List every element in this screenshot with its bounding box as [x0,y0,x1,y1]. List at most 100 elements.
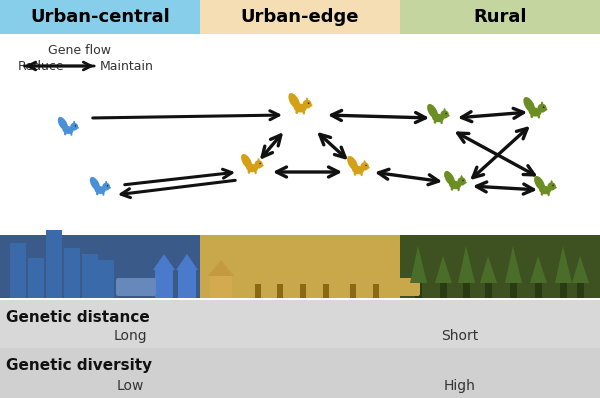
Bar [64,248,80,298]
Ellipse shape [309,104,313,107]
Ellipse shape [90,177,100,191]
Circle shape [107,185,108,187]
Ellipse shape [96,192,98,195]
Circle shape [259,163,261,164]
Ellipse shape [105,181,107,184]
Ellipse shape [526,100,534,111]
Ellipse shape [534,176,545,191]
Ellipse shape [246,164,258,172]
Ellipse shape [94,186,106,194]
Ellipse shape [440,120,443,124]
Ellipse shape [353,172,356,176]
Ellipse shape [289,93,300,109]
Bar [210,276,232,298]
Polygon shape [153,254,175,270]
FancyBboxPatch shape [380,278,420,296]
Ellipse shape [367,166,370,169]
Polygon shape [435,256,452,283]
Text: Rural: Rural [473,8,527,26]
Bar [323,282,329,298]
Ellipse shape [536,179,544,189]
Ellipse shape [430,107,437,117]
Ellipse shape [464,181,467,183]
Ellipse shape [306,98,308,101]
Circle shape [361,162,369,171]
Ellipse shape [60,120,67,129]
Polygon shape [272,252,288,284]
Ellipse shape [539,186,551,194]
FancyBboxPatch shape [116,278,156,296]
Bar [82,254,98,298]
Ellipse shape [260,164,264,167]
Circle shape [70,123,78,131]
Bar [155,270,173,298]
Bar [255,282,261,298]
Bar [300,282,306,298]
Ellipse shape [451,187,454,191]
Polygon shape [176,254,198,270]
Ellipse shape [64,132,67,135]
Bar [535,280,542,298]
Circle shape [463,180,464,181]
Ellipse shape [70,132,73,136]
Bar [277,282,283,298]
Polygon shape [572,256,589,283]
Circle shape [457,177,466,185]
Bar [0,235,200,298]
Polygon shape [295,252,311,284]
Polygon shape [505,246,522,283]
Ellipse shape [538,114,540,119]
Polygon shape [458,246,475,283]
Ellipse shape [241,154,252,169]
Ellipse shape [295,110,298,114]
Bar [28,258,44,298]
Ellipse shape [361,172,363,176]
Bar [10,243,26,298]
Polygon shape [368,252,384,284]
Ellipse shape [427,104,438,119]
Circle shape [543,106,544,108]
Ellipse shape [449,181,461,189]
Text: Long: Long [113,329,147,343]
Text: Gene flow: Gene flow [49,43,112,57]
Ellipse shape [530,114,533,118]
Bar [560,280,567,298]
Ellipse shape [432,114,444,122]
Bar [510,280,517,298]
Bar [0,300,600,348]
Ellipse shape [73,121,75,124]
Bar [178,270,196,298]
Ellipse shape [352,166,364,174]
Ellipse shape [302,110,305,115]
Bar [350,282,356,298]
Ellipse shape [364,160,365,164]
Ellipse shape [257,158,260,162]
Circle shape [365,165,367,166]
Circle shape [538,104,547,113]
Ellipse shape [551,180,553,183]
Circle shape [445,113,447,114]
Bar [200,0,400,34]
Text: Short: Short [442,329,479,343]
Ellipse shape [58,117,68,131]
Text: Urban-edge: Urban-edge [241,8,359,26]
Bar [0,348,600,398]
Polygon shape [208,260,234,276]
Ellipse shape [461,175,463,179]
Circle shape [440,110,449,119]
Circle shape [102,183,110,191]
Bar [0,0,200,34]
Circle shape [302,100,311,109]
Ellipse shape [254,170,257,174]
Text: Genetic distance: Genetic distance [6,310,150,325]
Ellipse shape [293,103,307,113]
Bar [400,235,600,298]
Bar [98,260,114,298]
Ellipse shape [544,108,547,111]
Bar [415,280,422,298]
Ellipse shape [92,179,99,189]
Ellipse shape [350,159,357,169]
Ellipse shape [444,171,455,186]
Ellipse shape [76,127,79,129]
Circle shape [553,185,554,186]
